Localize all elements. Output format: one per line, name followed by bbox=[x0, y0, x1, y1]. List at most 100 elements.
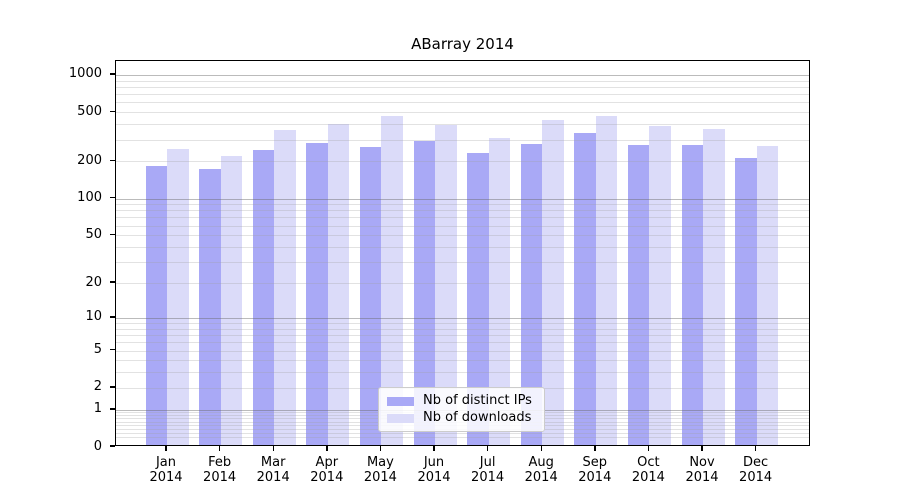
gridline-minor bbox=[116, 86, 809, 88]
month-text: Sep bbox=[582, 455, 608, 470]
x-tick-label-oct: Oct 2014 bbox=[616, 455, 680, 485]
y-tick-label: 0 bbox=[93, 438, 102, 454]
y-tick-mark bbox=[110, 386, 115, 388]
y-tick-mark bbox=[110, 445, 115, 447]
x-tick-label-sep: Sep 2014 bbox=[563, 455, 627, 485]
legend: Nb of distinct IPs Nb of downloads bbox=[378, 387, 545, 432]
y-tick-mark bbox=[110, 73, 115, 75]
legend-swatch-ips bbox=[387, 396, 414, 406]
bar-ips-may bbox=[359, 147, 382, 445]
bar-ips-sep bbox=[574, 133, 596, 445]
bar-downloads-oct bbox=[649, 126, 671, 445]
month-text: Feb bbox=[208, 455, 232, 470]
gridline-minor bbox=[116, 94, 809, 96]
y-tick-label: 1 bbox=[93, 401, 102, 417]
month-text: Jul bbox=[479, 455, 496, 470]
y-tick-label: 20 bbox=[85, 274, 102, 290]
y-tick-label: 1000 bbox=[68, 66, 102, 82]
bar-ips-apr bbox=[306, 142, 328, 445]
year-text: 2014 bbox=[471, 470, 505, 485]
bar-ips-mar bbox=[252, 150, 275, 445]
y-tick-label: 5 bbox=[93, 342, 102, 357]
plot-area bbox=[115, 60, 810, 446]
y-tick-mark bbox=[110, 233, 115, 236]
x-tick-label-aug: Aug 2014 bbox=[509, 455, 573, 485]
bar-ips-nov bbox=[681, 144, 703, 445]
legend-row-downloads: Nb of downloads bbox=[387, 411, 536, 425]
x-tick-label-may: May 2014 bbox=[348, 455, 412, 485]
bar-downloads-jan bbox=[167, 148, 189, 445]
y-tick-label: 200 bbox=[77, 152, 102, 168]
x-tick-label-apr: Apr 2014 bbox=[295, 455, 359, 485]
bar-ips-aug bbox=[520, 143, 543, 445]
month-text: Jun bbox=[423, 455, 445, 470]
bar-ips-jul bbox=[467, 153, 489, 445]
x-tick-label-feb: Feb 2014 bbox=[188, 455, 252, 485]
y-tick-label: 100 bbox=[77, 190, 102, 205]
y-tick-label: 2 bbox=[93, 379, 102, 395]
x-tick-label-jun: Jun 2014 bbox=[402, 455, 466, 485]
year-text: 2014 bbox=[524, 470, 558, 485]
bar-downloads-nov bbox=[703, 128, 725, 445]
month-text: Dec bbox=[743, 455, 769, 470]
year-text: 2014 bbox=[363, 470, 397, 485]
month-text: Apr bbox=[315, 455, 339, 470]
bar-downloads-jul bbox=[488, 138, 511, 445]
y-tick-label: 10 bbox=[85, 309, 102, 325]
x-tick-label-nov: Nov 2014 bbox=[670, 455, 734, 485]
x-tick-label-dec: Dec 2014 bbox=[724, 455, 788, 485]
year-text: 2014 bbox=[578, 470, 612, 485]
year-text: 2014 bbox=[256, 470, 290, 485]
x-tick-mark bbox=[272, 446, 274, 451]
month-text: Aug bbox=[528, 455, 554, 470]
gridline-major bbox=[116, 74, 809, 76]
bar-downloads-may bbox=[381, 116, 403, 445]
legend-label: Nb of downloads bbox=[423, 410, 532, 425]
year-text: 2014 bbox=[685, 470, 719, 485]
x-tick-mark bbox=[754, 446, 757, 451]
year-text: 2014 bbox=[310, 470, 344, 485]
legend-row-ips: Nb of distinct IPs bbox=[387, 394, 536, 408]
month-text: May bbox=[366, 455, 394, 470]
y-tick-mark bbox=[110, 348, 115, 351]
x-tick-mark bbox=[540, 446, 542, 451]
month-text: Jan bbox=[155, 455, 177, 470]
bar-ips-feb bbox=[199, 169, 221, 445]
x-tick-label-jul: Jul 2014 bbox=[456, 455, 520, 485]
y-tick-label: 50 bbox=[85, 226, 102, 242]
x-tick-label-jan: Jan 2014 bbox=[134, 455, 198, 485]
bar-downloads-jun bbox=[435, 124, 457, 445]
x-tick-mark bbox=[165, 446, 167, 451]
gridline-minor bbox=[116, 124, 809, 126]
y-tick-mark bbox=[110, 281, 115, 283]
gridline-minor bbox=[116, 102, 809, 104]
year-text: 2014 bbox=[417, 470, 451, 485]
y-tick-mark bbox=[110, 196, 115, 199]
x-tick-mark bbox=[379, 446, 382, 451]
bar-downloads-mar bbox=[274, 130, 296, 445]
x-tick-mark bbox=[218, 446, 221, 451]
month-text: Nov bbox=[689, 455, 715, 470]
month-text: Oct bbox=[637, 455, 660, 470]
x-tick-mark bbox=[594, 446, 596, 451]
month-text: Mar bbox=[260, 455, 286, 470]
bar-ips-jan bbox=[145, 165, 167, 445]
x-tick-mark bbox=[486, 446, 489, 451]
year-text: 2014 bbox=[149, 470, 183, 485]
gridline-minor bbox=[116, 112, 809, 114]
y-tick-label: 500 bbox=[77, 103, 102, 119]
chart-title: ABarray 2014 bbox=[411, 35, 514, 53]
y-tick-mark bbox=[110, 159, 115, 162]
bar-downloads-sep bbox=[595, 116, 618, 445]
y-tick-mark bbox=[110, 408, 115, 410]
y-tick-mark bbox=[110, 110, 115, 112]
x-tick-mark bbox=[701, 446, 703, 451]
gridline-minor bbox=[116, 80, 809, 82]
x-tick-mark bbox=[326, 446, 328, 451]
year-text: 2014 bbox=[631, 470, 665, 485]
x-tick-mark bbox=[647, 446, 650, 451]
bar-downloads-aug bbox=[542, 119, 564, 445]
year-text: 2014 bbox=[739, 470, 773, 485]
legend-swatch-downloads bbox=[387, 413, 414, 423]
